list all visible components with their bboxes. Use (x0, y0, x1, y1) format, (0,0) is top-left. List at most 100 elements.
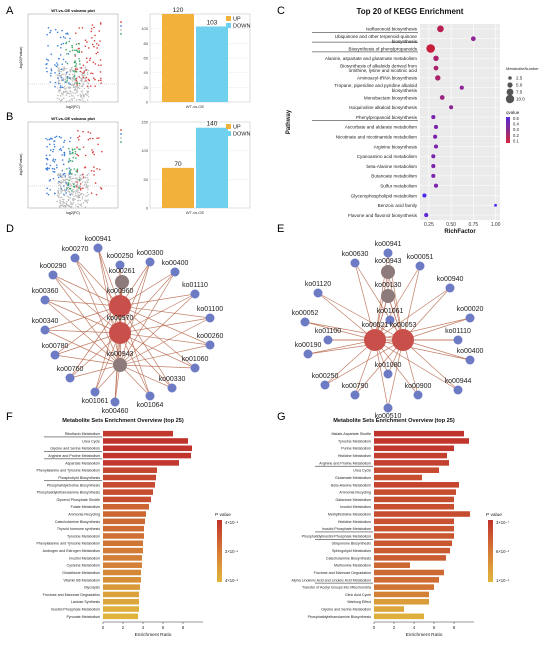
kegg-size-legend-title: MetaboliteNumber (506, 66, 539, 71)
volcano-point-ns (58, 67, 60, 70)
volcano-point-down (45, 163, 48, 165)
kegg-size-legend-dot (507, 82, 513, 88)
volcano-point-ns (68, 87, 70, 89)
msea-legend-bar (217, 520, 222, 582)
volcano-point-down (68, 82, 70, 84)
volcano-point-ns (77, 188, 79, 191)
volcano-point-down (48, 167, 51, 170)
network-node-label: ko00400 (162, 260, 189, 267)
network-edge (402, 287, 451, 341)
volcano-point-ns (57, 189, 59, 192)
volcano-point-ns (84, 199, 86, 201)
volcano-point-down (67, 53, 70, 55)
msea-bar (374, 503, 454, 510)
network-node-label: ko00130 (375, 282, 402, 289)
volcano-point-mid (69, 187, 71, 190)
volcano-point-ns (74, 190, 76, 192)
volcano-point-ns (76, 206, 79, 208)
network-node (465, 313, 475, 323)
msea-bar (374, 525, 454, 532)
network-node-label: ko00250 (312, 373, 339, 380)
volcano-point-ns (79, 87, 81, 90)
msea-xtick-label: 0 (102, 625, 105, 630)
bar-ytick-label: 100 (141, 26, 148, 31)
volcano-point-ns (81, 196, 84, 198)
volcano-point-down (58, 72, 61, 75)
volcano-point-ns (76, 190, 78, 193)
volcano-point-ns (73, 81, 76, 84)
bar-category-label: WT-vs-OE (186, 210, 205, 215)
volcano-point-up (86, 61, 88, 63)
msea-category-label: Phosphatidylethanolamine Biosynthesis (37, 491, 101, 495)
volcano-point-ns (59, 94, 62, 97)
network-node-label: ko00400 (457, 348, 484, 355)
volcano-point-ns (66, 204, 68, 207)
volcano-point-down (62, 35, 65, 38)
volcano-point-up (91, 43, 94, 46)
volcano-point-mid (74, 65, 77, 67)
volcano-point-down (46, 187, 49, 190)
volcano-point-ns (61, 181, 63, 184)
network-node-label: ko00940 (437, 276, 464, 283)
volcano-point-up (77, 136, 79, 139)
msea-bar (374, 482, 459, 488)
network-edge (402, 339, 471, 361)
volcano-point-up (95, 193, 98, 196)
volcano-point-down (60, 76, 63, 79)
volcano-point-ns (87, 87, 89, 90)
volcano-point-up (98, 168, 101, 171)
volcano-point-mid (70, 168, 72, 171)
volcano-point-ns (77, 179, 79, 181)
volcano-point-up (93, 26, 95, 29)
volcano-point-ns (59, 75, 61, 78)
volcano-point-down (69, 137, 72, 139)
volcano-point-mid (72, 156, 75, 159)
msea-category-label: Transfer of Acetyl Groups into Mitochond… (302, 586, 371, 590)
network-node-label: ko00521 (362, 322, 389, 329)
volcano-point-ns (65, 202, 68, 204)
kegg-size-legend-label: 7.5 (516, 90, 523, 95)
volcano-point-ns (82, 202, 85, 204)
volcano-point-mid (71, 152, 73, 155)
volcano-point-up (86, 41, 88, 43)
volcano-point-up (87, 131, 90, 133)
volcano-point-down (56, 44, 59, 47)
msea-category-label: Inositol Phosphate Metabolism (51, 608, 100, 612)
network-node (40, 295, 50, 305)
volcano-point-down (49, 149, 52, 151)
volcano-point-down (54, 81, 57, 84)
volcano-point-up (91, 37, 93, 39)
kegg-color-legend-label: 0.4 (513, 122, 519, 127)
volcano-point-mid (72, 69, 74, 72)
msea-bar (374, 547, 450, 554)
volcano-point-ns (61, 191, 63, 193)
volcano-point-up (90, 192, 93, 195)
msea-bar (103, 613, 138, 620)
volcano-point-ns (80, 205, 83, 207)
volcano-point-mid (79, 63, 81, 65)
volcano-point-ns (69, 201, 72, 203)
network-d: ko00250 ko00300 ko00400 ko01110 ko01100 ko002… (32, 236, 224, 415)
volcano-point-ns (66, 200, 68, 203)
volcano-point-ns (84, 186, 87, 188)
network-edge (44, 329, 121, 334)
network-node (50, 350, 60, 360)
volcano-point-down (46, 145, 48, 148)
volcano-point-up (79, 70, 82, 73)
volcano-point-ns (74, 177, 77, 180)
volcano-point-up (98, 30, 101, 32)
volcano-point-up (93, 153, 96, 156)
volcano-point-ns (59, 173, 61, 175)
volcano-point-down (62, 79, 64, 82)
volcano-point-mid (71, 173, 73, 175)
volcano-point-down (63, 154, 66, 157)
msea-bar (103, 445, 192, 452)
volcano-point-ns (76, 89, 78, 92)
bar-ytick-label: 40 (144, 70, 149, 75)
volcano-point-down (52, 170, 55, 173)
msea-legend-label: 2×10⁻² (225, 549, 239, 554)
network-node (205, 340, 215, 350)
volcano-point-ns (63, 202, 66, 204)
volcano-point-mid (71, 44, 73, 47)
